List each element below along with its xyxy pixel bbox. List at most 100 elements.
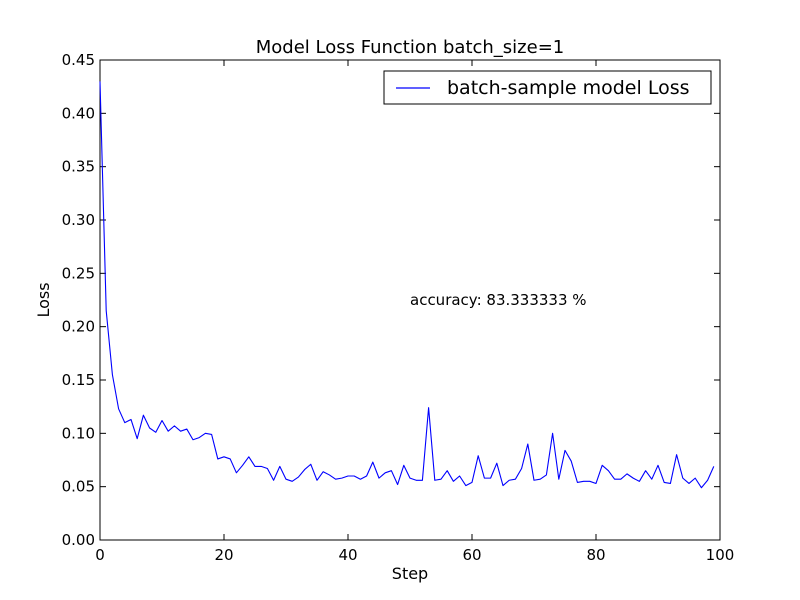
- series-point: [397, 484, 398, 485]
- series-point: [211, 434, 212, 435]
- series-point: [391, 470, 392, 471]
- series-point: [688, 483, 689, 484]
- series-point: [168, 431, 169, 432]
- series-point: [515, 479, 516, 480]
- series-point: [490, 478, 491, 479]
- series-point: [664, 482, 665, 483]
- series-point: [626, 473, 627, 474]
- series-point: [378, 478, 379, 479]
- series-point: [199, 437, 200, 438]
- y-tick-label: 0.25: [62, 264, 95, 282]
- legend-box: [383, 70, 712, 105]
- series-point: [106, 310, 107, 311]
- series-point: [354, 475, 355, 476]
- series-point: [447, 470, 448, 471]
- x-axis-ticks: 0 20 40 60 80 100: [95, 60, 734, 564]
- series-point: [329, 474, 330, 475]
- series-point: [267, 468, 268, 469]
- series-point: [496, 463, 497, 464]
- series-point: [471, 482, 472, 483]
- x-tick-label: 20: [214, 546, 233, 564]
- series-point: [261, 466, 262, 467]
- series-point: [695, 478, 696, 479]
- series-point: [137, 438, 138, 439]
- series-point: [118, 408, 119, 409]
- series-point: [527, 443, 528, 444]
- series-point: [385, 472, 386, 473]
- series-point: [682, 478, 683, 479]
- series-point: [651, 479, 652, 480]
- series-point: [223, 456, 224, 457]
- y-tick-label: 0.35: [62, 158, 95, 176]
- series-point: [99, 81, 100, 82]
- series-point: [254, 466, 255, 467]
- series-point: [304, 469, 305, 470]
- y-tick-label: 0.20: [62, 318, 95, 336]
- series-point: [595, 483, 596, 484]
- series-point: [478, 455, 479, 456]
- series-point: [633, 478, 634, 479]
- x-axis-label: Step: [392, 564, 428, 583]
- series-point: [657, 465, 658, 466]
- series-point: [552, 433, 553, 434]
- y-tick-label: 0.40: [62, 104, 95, 122]
- series-point: [558, 479, 559, 480]
- series-point: [546, 474, 547, 475]
- accuracy-annotation: accuracy: 83.333333 %: [410, 291, 587, 309]
- x-tick-label: 100: [706, 546, 735, 564]
- series-point: [236, 472, 237, 473]
- series-point: [112, 374, 113, 375]
- series-point: [713, 466, 714, 467]
- series-point: [403, 465, 404, 466]
- x-tick-label: 60: [462, 546, 481, 564]
- series-point: [676, 454, 677, 455]
- series-point: [428, 407, 429, 408]
- y-axis-label: Loss: [34, 282, 53, 317]
- series-point: [583, 481, 584, 482]
- series-point: [130, 419, 131, 420]
- series-point: [248, 456, 249, 457]
- series-point: [422, 480, 423, 481]
- series-point: [217, 458, 218, 459]
- series-point: [161, 420, 162, 421]
- series-point: [484, 478, 485, 479]
- series-point: [620, 479, 621, 480]
- series-point: [335, 479, 336, 480]
- series-point: [192, 439, 193, 440]
- series-point: [310, 464, 311, 465]
- series-point: [180, 431, 181, 432]
- chart-title: Model Loss Function batch_size=1: [256, 37, 565, 58]
- series-point: [273, 480, 274, 481]
- series-point: [205, 433, 206, 434]
- series-point: [298, 476, 299, 477]
- series-point: [124, 422, 125, 423]
- y-tick-label: 0.15: [62, 371, 95, 389]
- series-point: [608, 470, 609, 471]
- series-point: [155, 432, 156, 433]
- series-point: [174, 425, 175, 426]
- series-point: [440, 479, 441, 480]
- series-point: [614, 479, 615, 480]
- series-point: [186, 428, 187, 429]
- series-point: [242, 465, 243, 466]
- series-point: [149, 427, 150, 428]
- legend: batch-sample model Loss: [383, 70, 712, 105]
- series-point: [409, 478, 410, 479]
- legend-label: batch-sample model Loss: [447, 77, 690, 99]
- series-point: [453, 481, 454, 482]
- series-point: [143, 415, 144, 416]
- series-point: [502, 485, 503, 486]
- y-tick-label: 0.45: [62, 51, 95, 69]
- series-point: [540, 479, 541, 480]
- series-point: [279, 466, 280, 467]
- y-axis-ticks: 0.00 0.05 0.10 0.15 0.20 0.25 0.30 0.35 0.40 0.45: [62, 51, 720, 549]
- series-point: [533, 480, 534, 481]
- series-point: [564, 450, 565, 451]
- y-tick-label: 0.00: [62, 531, 95, 549]
- y-tick-label: 0.30: [62, 211, 95, 229]
- series-point: [372, 462, 373, 463]
- series-point: [602, 465, 603, 466]
- series-point: [509, 480, 510, 481]
- series-point: [670, 483, 671, 484]
